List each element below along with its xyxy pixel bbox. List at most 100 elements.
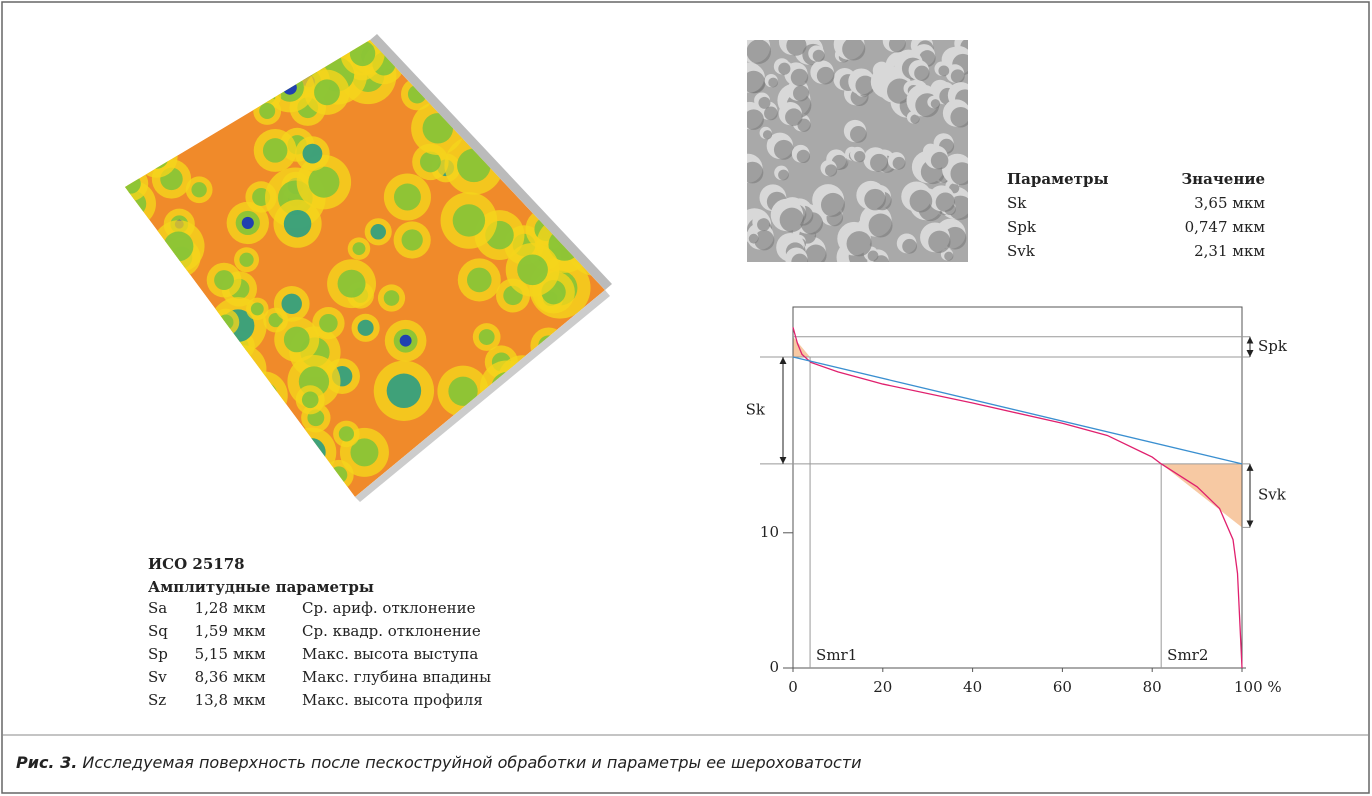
- svk-area: [1161, 464, 1242, 528]
- surface-pit: [198, 93, 214, 109]
- micro-shadow: [778, 170, 789, 181]
- x-tick-label: 80: [1143, 678, 1162, 696]
- param-description: Макс. глубина впадины: [302, 668, 491, 686]
- micro-shadow: [928, 231, 950, 253]
- param-description: Макс. высота выступа: [302, 645, 478, 663]
- param-unit: мкм: [233, 622, 266, 640]
- surface-bump: [516, 369, 542, 395]
- surface-bump: [370, 224, 385, 239]
- surface-bump: [250, 382, 278, 410]
- surface-bump: [163, 89, 186, 112]
- surface-3d-image: [111, 17, 624, 504]
- surface-bump: [239, 386, 258, 405]
- surface-bump: [170, 347, 215, 392]
- surface-bump: [560, 162, 593, 195]
- surface-bump: [121, 174, 141, 194]
- surface-bump: [177, 78, 209, 110]
- surface-pit: [138, 260, 149, 271]
- surface-bump: [548, 150, 605, 207]
- micro-shadow: [758, 97, 770, 109]
- surface-bump: [124, 246, 164, 286]
- surface-bump: [219, 345, 266, 392]
- surface-bump: [232, 379, 264, 411]
- surface-bump: [222, 359, 256, 393]
- micro-shadow: [742, 162, 764, 184]
- surface-bump: [190, 85, 221, 116]
- micro-shadow: [786, 36, 806, 56]
- surface-bump: [467, 268, 492, 293]
- surface-bump: [203, 337, 222, 356]
- param-description: Макс. высота профиля: [302, 691, 483, 709]
- surface-bump: [168, 94, 181, 107]
- micro-shadow: [763, 130, 772, 139]
- param-value: 13,8: [195, 691, 228, 709]
- x-tick-label: 60: [1053, 678, 1072, 696]
- micro-shadow: [931, 152, 948, 169]
- surface-bump: [569, 446, 601, 478]
- surface-bump: [567, 387, 601, 421]
- surface-bump: [160, 372, 218, 430]
- param-unit: мкм: [233, 691, 266, 709]
- param-unit: мкм: [233, 668, 266, 686]
- surface-bump: [214, 270, 234, 290]
- micro-shadow: [778, 63, 790, 75]
- surface-bump: [178, 74, 232, 128]
- micro-shadow: [813, 50, 825, 62]
- x-tick-label: 40: [963, 678, 982, 696]
- micro-shadow: [757, 218, 770, 231]
- surface-bump: [119, 82, 154, 117]
- micro-shadow: [791, 254, 808, 271]
- surface-bump: [147, 366, 170, 389]
- surface-bump: [139, 287, 194, 342]
- micro-shadow: [936, 193, 955, 212]
- surface-bump: [303, 144, 323, 164]
- surface-pit: [444, 459, 452, 467]
- micro-shadow: [805, 244, 826, 265]
- micro-shadow: [780, 208, 804, 232]
- surface-bump: [195, 330, 229, 364]
- micro-shadow: [749, 234, 759, 244]
- surface-bump: [184, 17, 231, 64]
- surface-pit: [165, 67, 173, 75]
- micro-shadow: [950, 162, 973, 185]
- surface-bump: [188, 348, 216, 376]
- surface-bump: [180, 356, 206, 382]
- micro-shadow: [791, 69, 808, 86]
- surface-bump: [287, 427, 336, 476]
- micro-shadow: [747, 39, 771, 63]
- param-value: 0,747 мкм: [1185, 218, 1266, 236]
- micro-shadow: [785, 108, 802, 125]
- micro-shadow: [931, 99, 940, 108]
- surface-bump: [194, 27, 221, 54]
- surface-bump: [426, 32, 449, 55]
- surface-bump: [555, 63, 591, 99]
- smr-label: Smr1: [816, 646, 857, 664]
- surface-pit: [181, 393, 197, 409]
- surface-pit: [543, 192, 552, 201]
- surface-bump: [136, 136, 178, 178]
- surface-bump: [330, 466, 347, 483]
- param-name: Sz: [148, 691, 166, 709]
- table-header: Значение: [1181, 170, 1265, 188]
- series-line: [793, 327, 1242, 668]
- micro-shadow: [774, 140, 794, 160]
- smr-label: Smr2: [1167, 646, 1208, 664]
- surface-bump: [479, 329, 495, 345]
- surface-bump: [191, 475, 206, 490]
- surface-bump: [394, 184, 421, 211]
- param-value: 2,31 мкм: [1194, 242, 1265, 260]
- param-unit: мкм: [233, 599, 266, 617]
- surface-bump: [193, 70, 219, 96]
- micro-shadow: [842, 37, 865, 60]
- surface-pit: [242, 217, 254, 229]
- surface-bump: [124, 269, 155, 300]
- surface-bump: [308, 167, 339, 198]
- surface-bump: [450, 464, 476, 490]
- surface-bump: [463, 83, 496, 116]
- surface-bump: [154, 56, 184, 86]
- surface-bump: [429, 445, 455, 471]
- surface-bump: [257, 459, 283, 485]
- surface-bump: [160, 378, 194, 412]
- param-unit: мкм: [233, 645, 266, 663]
- surface-bump: [530, 105, 553, 128]
